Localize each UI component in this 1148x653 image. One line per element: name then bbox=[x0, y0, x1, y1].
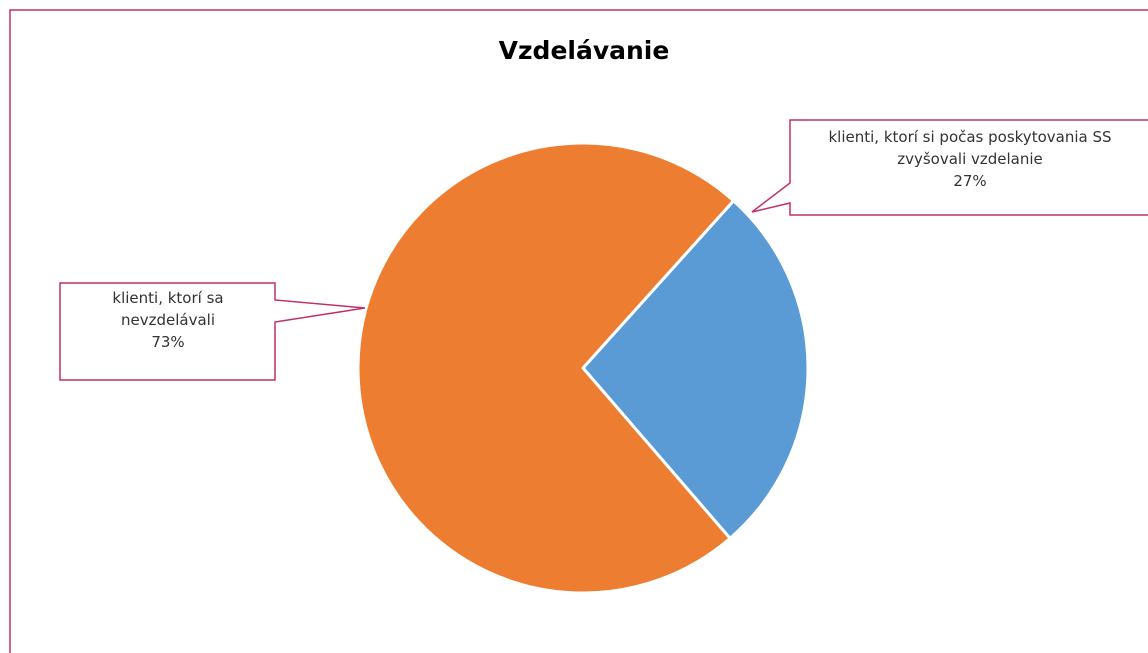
chart-title: Vzdelávanie bbox=[498, 36, 670, 65]
pie bbox=[356, 141, 810, 595]
data-label: klienti, ktorí si počas poskytovania SS … bbox=[795, 126, 1145, 192]
callout-box bbox=[59, 282, 366, 381]
pie-slice bbox=[356, 141, 736, 595]
value-label: 73% bbox=[151, 333, 185, 351]
category-label: klienti, ktorí si počas poskytovania SS … bbox=[828, 128, 1112, 168]
callout-box bbox=[751, 119, 1148, 216]
value-label: 27% bbox=[953, 172, 987, 190]
pie-slice bbox=[581, 198, 810, 541]
category-label: klienti, ktorí sa nevzdelávali bbox=[112, 289, 224, 329]
chart-frame bbox=[9, 9, 1148, 653]
data-label: klienti, ktorí sa nevzdelávali 73% bbox=[62, 287, 274, 353]
